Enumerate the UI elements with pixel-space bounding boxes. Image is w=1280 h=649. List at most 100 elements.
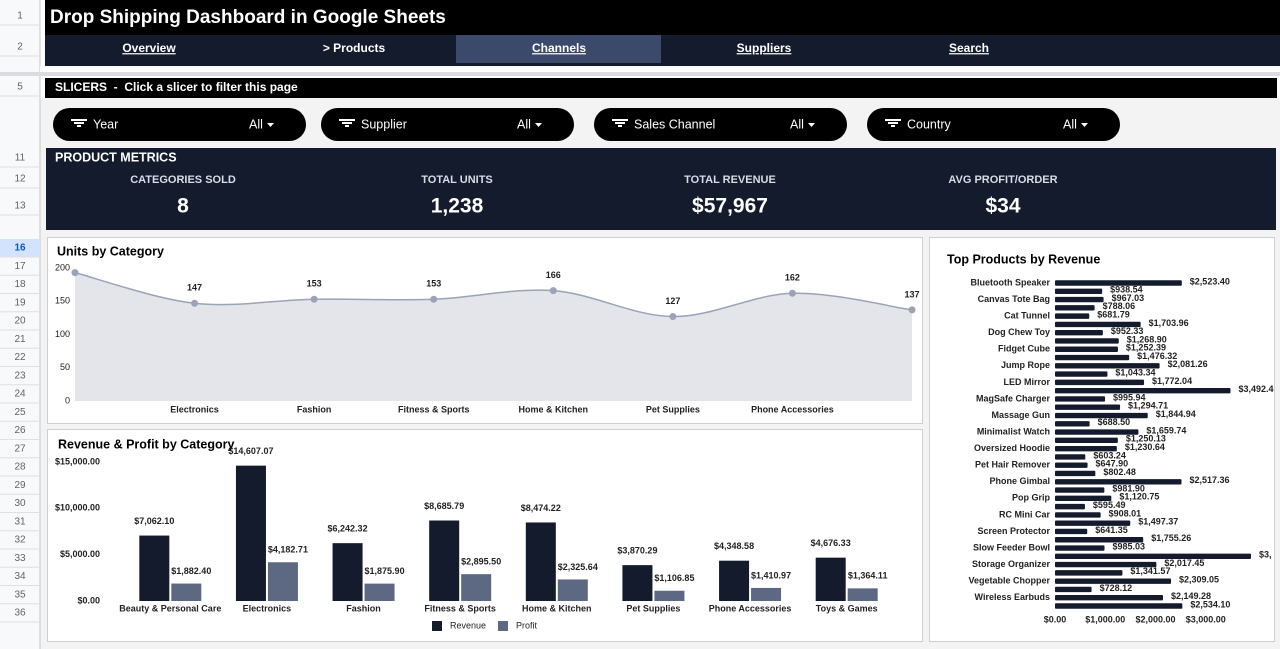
- data-label: $2,517.36: [1189, 475, 1229, 485]
- data-label: $1,294.71: [1128, 401, 1168, 411]
- slicer[interactable]: [594, 108, 847, 141]
- data-label: $1,250.13: [1126, 434, 1166, 444]
- bar: [1055, 445, 1117, 452]
- dashboard-title: Drop Shipping Dashboard in Google Sheets: [50, 7, 446, 28]
- data-label: $2,081.26: [1168, 359, 1208, 369]
- data-label: $3,870.29: [617, 546, 657, 556]
- freeze-line: [0, 72, 1280, 76]
- row-header-column: [0, 0, 40, 649]
- x-tick-label: Phone Accessories: [709, 603, 792, 613]
- data-label: $3,492.4: [1238, 384, 1273, 394]
- data-label: $1,410.97: [751, 570, 791, 580]
- title-bar: [45, 0, 1280, 35]
- bar: [1055, 354, 1130, 361]
- bar: [1055, 479, 1182, 485]
- bar: [1055, 462, 1088, 468]
- y-tick-label: Cat Tunnel: [1004, 311, 1050, 321]
- data-label: $1,772.04: [1152, 376, 1192, 386]
- nav-tab[interactable]: Channels: [532, 41, 586, 55]
- filter-icon-line: [342, 122, 352, 124]
- metric-value: 1,238: [431, 195, 484, 218]
- bar: [751, 587, 782, 601]
- row-number: 1: [17, 11, 23, 22]
- slicer[interactable]: [867, 108, 1120, 141]
- data-label: $938.54: [1110, 285, 1143, 295]
- bar: [332, 543, 363, 601]
- row-number: 25: [14, 407, 26, 418]
- data-label: $728.12: [1100, 583, 1133, 593]
- filter-icon-line: [612, 119, 628, 121]
- metric-label: TOTAL UNITS: [421, 174, 493, 186]
- data-label: $1,882.40: [171, 566, 211, 576]
- metric-value: $34: [985, 195, 1020, 218]
- bar: [1055, 321, 1141, 328]
- data-label: $603.24: [1093, 450, 1126, 460]
- data-label: $1,659.74: [1146, 425, 1186, 435]
- nav-tab[interactable]: Search: [949, 41, 989, 55]
- y-tick-label: Massage Gun: [991, 410, 1050, 420]
- data-label: $908.01: [1109, 508, 1142, 518]
- row-number: 5: [17, 82, 23, 93]
- data-label: $1,252.39: [1126, 343, 1166, 353]
- slicer-value: All: [517, 117, 531, 131]
- data-label: $1,120.75: [1119, 492, 1159, 502]
- bar: [847, 588, 878, 601]
- slicer-label: Year: [93, 117, 118, 131]
- slicer-value: All: [1063, 117, 1077, 131]
- slicer[interactable]: [321, 108, 574, 141]
- data-label: $8,474.22: [521, 503, 561, 513]
- metric-value: 8: [177, 195, 189, 218]
- bar: [1055, 470, 1096, 477]
- data-label: $1,755.26: [1151, 533, 1191, 543]
- x-tick-label: Electronics: [170, 404, 219, 414]
- bar: [1055, 586, 1092, 593]
- bar: [1055, 603, 1183, 609]
- x-tick-label: Fashion: [297, 404, 332, 414]
- bar: [1055, 379, 1145, 386]
- data-label: 162: [785, 273, 800, 283]
- bar: [1055, 553, 1251, 560]
- slicer-bar-title: SLICERS - Click a slicer to filter this …: [55, 80, 298, 94]
- slicer[interactable]: [53, 108, 306, 141]
- bar: [719, 560, 750, 601]
- point: [549, 287, 557, 295]
- data-label: $985.03: [1112, 541, 1145, 551]
- data-label: $1,106.85: [654, 573, 694, 583]
- row-number: 34: [14, 571, 26, 582]
- data-label: 147: [187, 283, 202, 293]
- y-tick-label: RC Mini Car: [999, 509, 1051, 519]
- data-label: $1,703.96: [1149, 318, 1189, 328]
- nav-tab[interactable]: Suppliers: [737, 41, 792, 55]
- x-tick-label: Home & Kitchen: [519, 404, 589, 414]
- nav-tab[interactable]: > Products: [323, 41, 386, 55]
- data-label: $2,523.40: [1190, 276, 1230, 286]
- data-label: $2,325.64: [558, 562, 598, 572]
- bar: [461, 574, 492, 601]
- bar: [1055, 280, 1182, 286]
- bar: [1055, 595, 1164, 601]
- y-tick-label: Slow Feeder Bowl: [973, 542, 1050, 552]
- bar: [1055, 313, 1090, 319]
- bar: [1055, 578, 1172, 584]
- bar: [1055, 512, 1101, 518]
- nav-tab[interactable]: Overview: [122, 41, 176, 55]
- filter-icon-line: [891, 125, 895, 127]
- data-label: $1,341.57: [1130, 566, 1170, 576]
- point: [71, 269, 79, 277]
- bar: [1055, 487, 1105, 493]
- row-number: 24: [14, 389, 26, 400]
- filter-icon-line: [345, 125, 349, 127]
- bar: [557, 579, 588, 601]
- chart-title: Top Products by Revenue: [947, 252, 1100, 266]
- point: [191, 299, 199, 307]
- bar: [1055, 520, 1131, 526]
- slicer-label: Country: [907, 117, 952, 131]
- y-tick-label: 100: [55, 329, 70, 339]
- data-label: $1,844.94: [1156, 409, 1196, 419]
- data-label: $688.50: [1098, 417, 1131, 427]
- y-tick-label: $5,000.00: [60, 549, 100, 559]
- y-tick-label: 150: [55, 296, 70, 306]
- data-label: $2,017.45: [1164, 558, 1204, 568]
- x-tick-label: Fitness & Sports: [398, 404, 470, 414]
- bar: [1055, 338, 1119, 344]
